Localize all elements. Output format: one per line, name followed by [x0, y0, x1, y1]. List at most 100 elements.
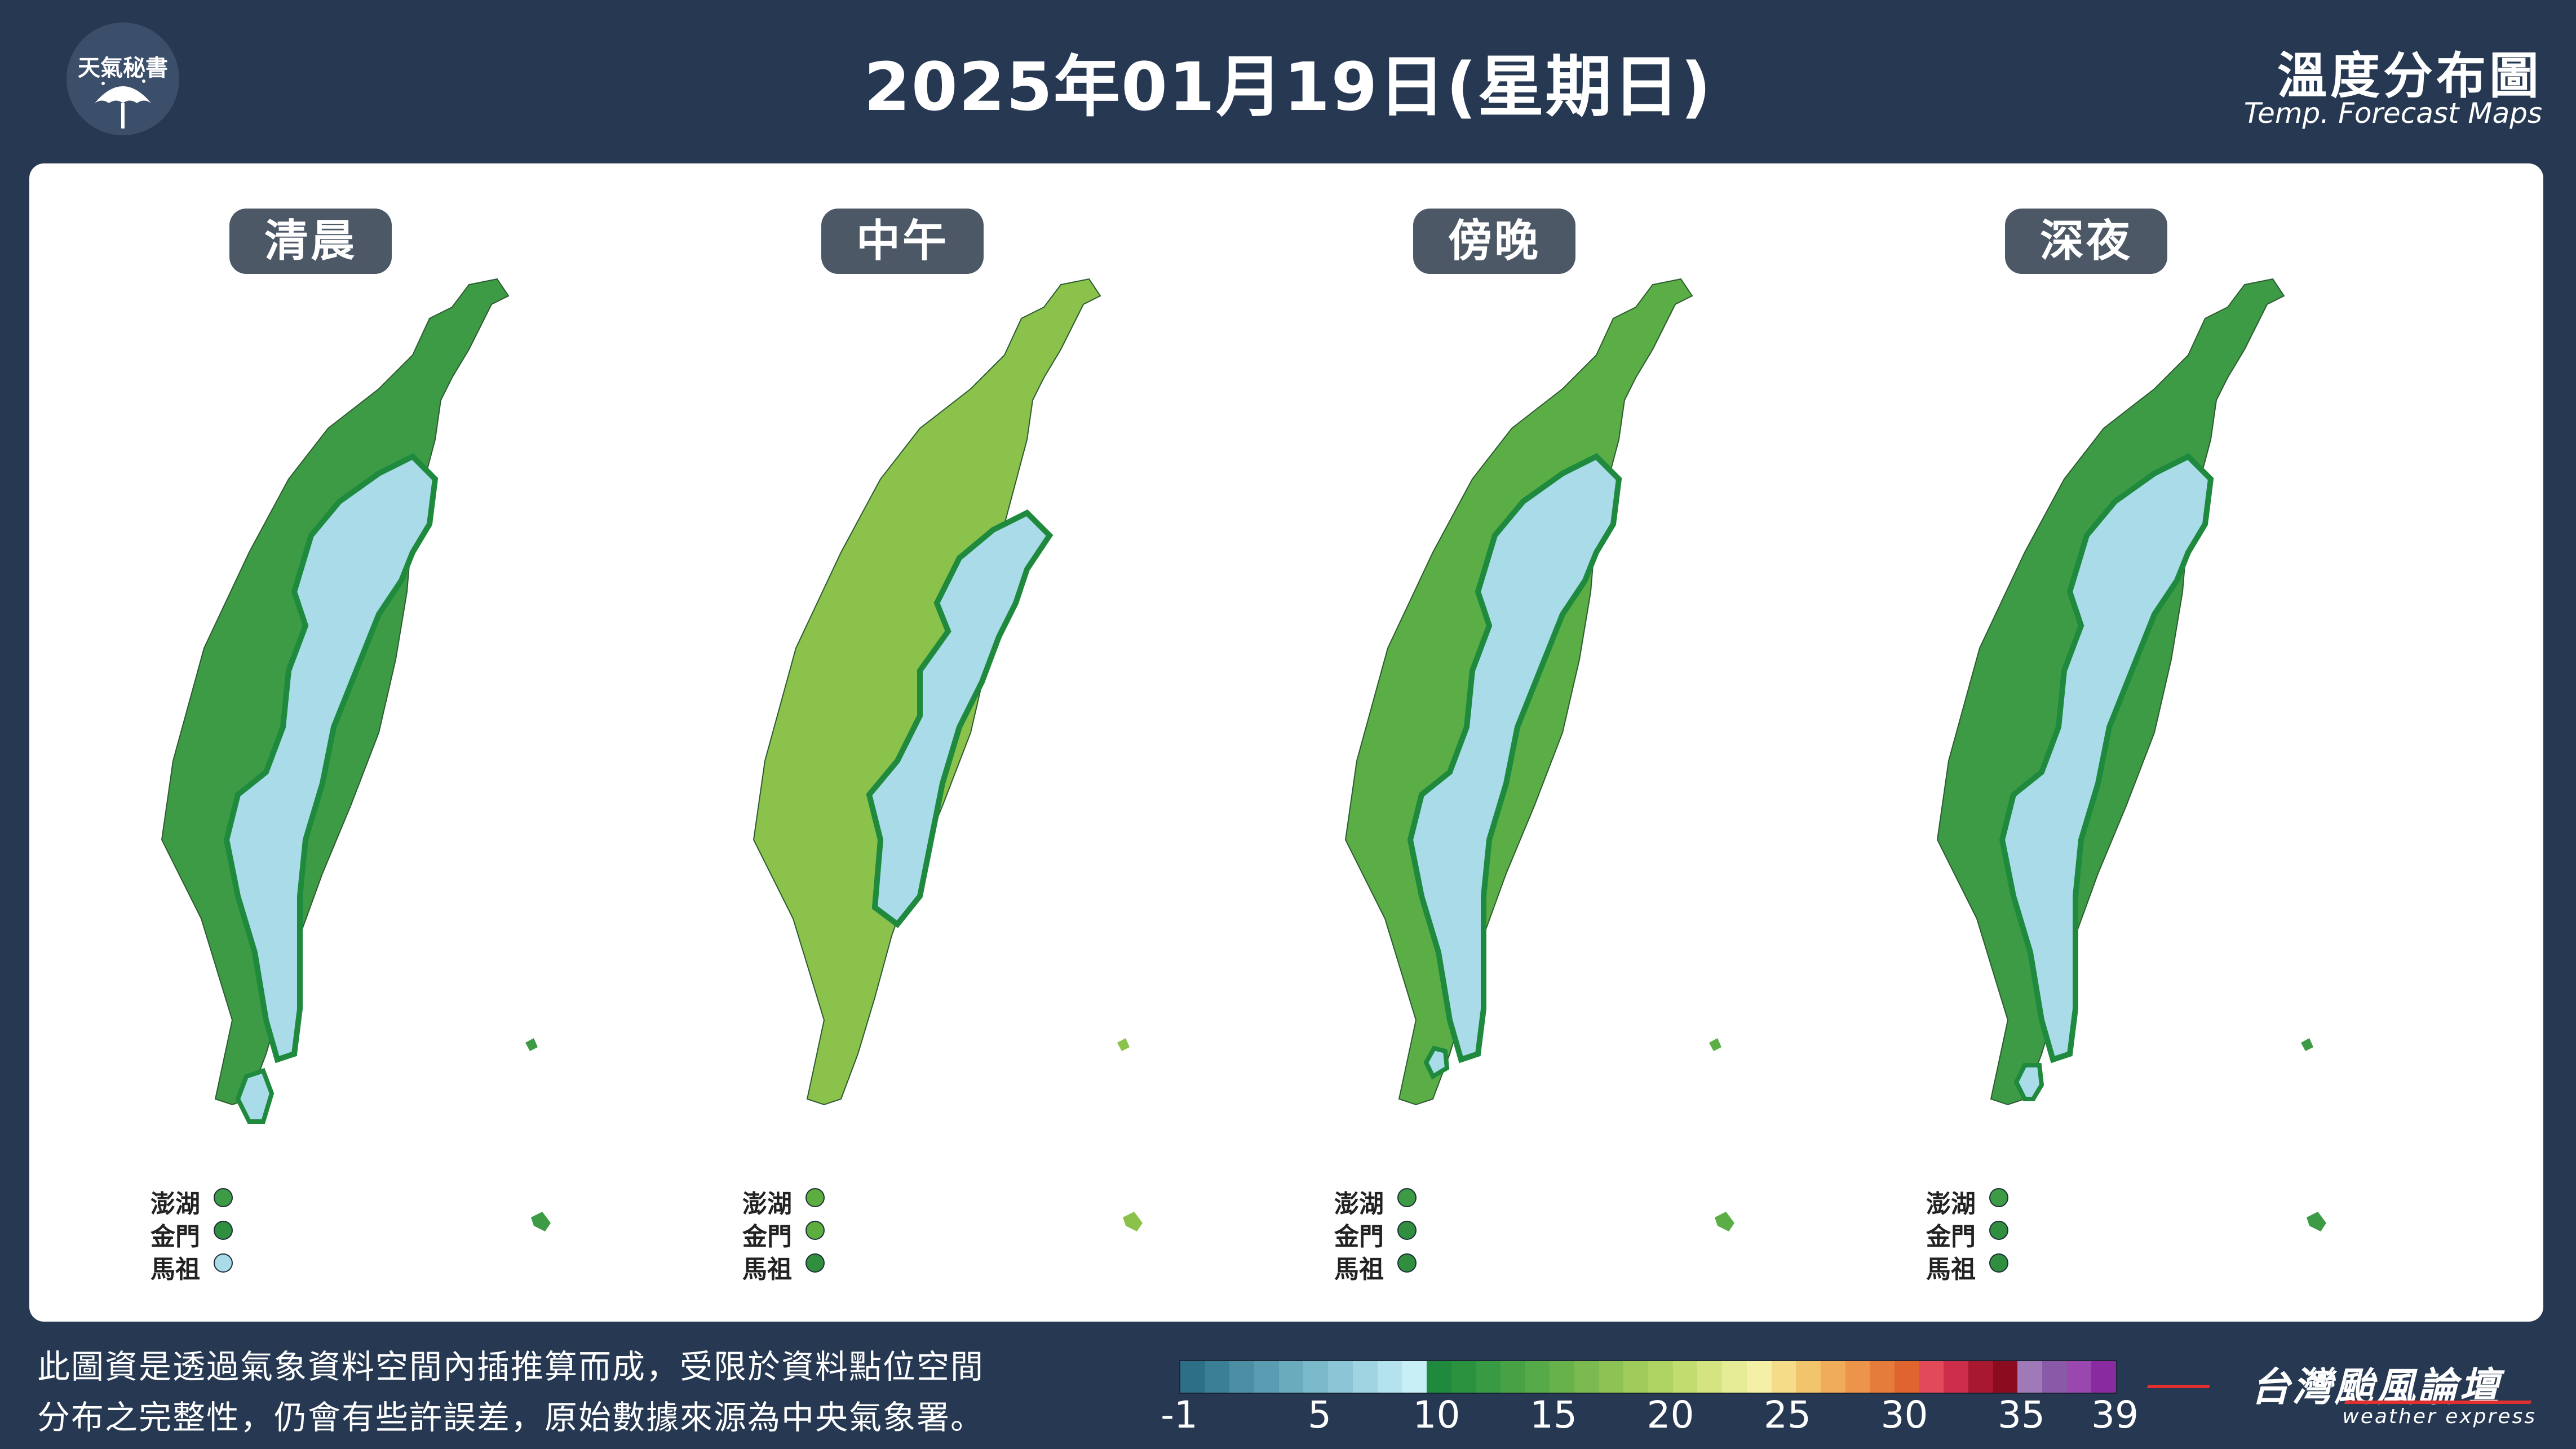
map-block: 傍晚澎湖金門 馬祖 — [1247, 163, 1839, 1322]
period-badge: 中午 — [821, 209, 984, 274]
cold-mountain-region — [223, 453, 439, 1064]
outlying-islands-legend: 澎湖 金門 馬祖 — [1334, 1184, 1503, 1284]
disclaimer-line-1: 此圖資是透過氣象資料空間內插推算而成，受限於資料點位空間 — [37, 1348, 985, 1386]
island-name: 馬祖 — [742, 1255, 792, 1284]
island-temperature-dot — [805, 1253, 825, 1273]
umbrella-icon — [95, 79, 151, 128]
period-badge: 傍晚 — [1413, 209, 1575, 274]
island-temperature-dot — [214, 1221, 233, 1240]
legend-color-cell — [1574, 1361, 1599, 1393]
legend-color-cell — [2091, 1361, 2117, 1393]
lanyu-islet — [2307, 1212, 2326, 1231]
penghu-islet — [765, 752, 782, 772]
taiwan-temperature-map — [1936, 278, 2326, 1231]
island-name: 金門 — [1334, 1222, 1384, 1251]
legend-color-cell — [1672, 1361, 1698, 1393]
legend-color-cell — [1278, 1361, 1304, 1393]
legend-color-cell — [1500, 1361, 1525, 1393]
legend-color-cell — [2066, 1361, 2092, 1393]
lanyu-islet — [1123, 1212, 1143, 1231]
legend-tick-label: 15 — [1530, 1393, 1577, 1437]
map-block: 中午澎湖 金門馬祖 — [655, 163, 1247, 1322]
greenisland-islet — [1709, 1038, 1721, 1051]
legend-color-cell — [1303, 1361, 1329, 1393]
cold-south-region — [1423, 1045, 1450, 1080]
legend-color-cell — [1229, 1361, 1255, 1393]
outlying-islands-legend: 澎湖 金門 馬祖 — [151, 1184, 320, 1284]
legend-color-cell — [1451, 1361, 1476, 1393]
legend-color-cell — [1968, 1361, 1993, 1393]
island-row: 澎湖 — [151, 1184, 320, 1218]
island-temperature-dot — [1397, 1253, 1417, 1273]
legend-color-cell — [1352, 1361, 1378, 1393]
island-name: 澎湖 — [742, 1190, 792, 1218]
island-name: 澎湖 — [151, 1190, 200, 1218]
legend-color-cell — [1746, 1361, 1772, 1393]
cold-mountain-region — [1999, 453, 2214, 1064]
brand-accent-line — [2344, 1401, 2532, 1404]
island-row: 馬祖 — [742, 1249, 911, 1284]
island-name: 馬祖 — [151, 1255, 200, 1284]
disclaimer-note: 此圖資是透過氣象資料空間內插推算而成，受限於資料點位空間 分布之完整性，仍會有些… — [37, 1341, 1142, 1443]
outlying-islands-legend: 澎湖 金門 馬祖 — [1926, 1184, 2095, 1284]
island-temperature-dot — [1989, 1221, 2008, 1240]
island-temperature-dot — [214, 1253, 233, 1273]
legend-tick-label: 35 — [1998, 1393, 2045, 1437]
island-name: 澎湖 — [1334, 1190, 1384, 1218]
legend-color-cell — [1599, 1361, 1624, 1393]
island-temperature-dot — [1397, 1221, 1417, 1240]
island-row: 金門 — [1334, 1216, 1503, 1251]
legend-tick-label: 5 — [1308, 1393, 1331, 1437]
island-row: 馬祖 — [1926, 1249, 2095, 1284]
maps-panel: 清晨 澎湖 金門 馬祖 中午 澎湖 金門 馬祖 傍晚 澎湖 金門 馬祖 深夜 澎湖 金門 馬祖 — [29, 163, 2543, 1322]
legend-color-cell — [2042, 1361, 2067, 1393]
island-temperature-dot — [1397, 1188, 1417, 1207]
island-row: 馬祖 — [151, 1249, 320, 1284]
legend-color-cell — [1402, 1361, 1427, 1393]
legend-color-cell — [1771, 1361, 1796, 1393]
lanyu-islet — [1715, 1212, 1734, 1231]
map-title: 溫度分布圖 — [2277, 47, 2542, 105]
legend-color-cell — [1205, 1361, 1230, 1393]
legend-tick-label: 20 — [1646, 1393, 1694, 1437]
island-row: 馬祖 — [1334, 1249, 1503, 1284]
legend-tick-label: 39 — [2091, 1393, 2139, 1437]
island-name: 金門 — [1926, 1222, 1976, 1251]
island-row: 金門 — [151, 1216, 320, 1251]
island-temperature-dot — [1989, 1253, 2008, 1273]
temperature-color-scale — [1179, 1360, 2117, 1394]
penghu-islet — [1949, 752, 1966, 772]
island-row: 金門 — [742, 1216, 911, 1251]
island-row: 澎湖 — [1926, 1184, 2095, 1218]
penghu-islet — [1357, 752, 1374, 772]
island-row: 澎湖 — [742, 1184, 911, 1218]
legend-color-cell — [1180, 1361, 1205, 1393]
cold-mountain-region — [866, 509, 1054, 928]
legend-color-cell — [1722, 1361, 1747, 1393]
outlying-islands-legend: 澎湖 金門 馬祖 — [742, 1184, 911, 1284]
logo-text: 天氣秘書 — [78, 55, 168, 81]
legend-color-cell — [1550, 1361, 1574, 1393]
island-name: 澎湖 — [1926, 1190, 1976, 1218]
legend-color-cell — [1426, 1361, 1451, 1393]
island-temperature-dot — [214, 1188, 233, 1207]
brand-accent-line — [2146, 1385, 2211, 1388]
island-row: 澎湖 — [1334, 1184, 1503, 1218]
island-row: 金門 — [1926, 1216, 2095, 1251]
greenisland-islet — [2301, 1038, 2313, 1051]
island-temperature-dot — [805, 1221, 825, 1240]
taiwan-temperature-map — [161, 278, 551, 1231]
legend-tick-label: 30 — [1880, 1393, 1928, 1437]
legend-color-cell — [1796, 1361, 1821, 1393]
legend-color-cell — [1944, 1361, 1968, 1393]
period-badge: 深夜 — [2005, 209, 2167, 274]
legend-tick-label: -1 — [1161, 1393, 1198, 1437]
lanyu-islet — [531, 1212, 551, 1231]
legend-tick-label: 10 — [1413, 1393, 1460, 1437]
legend-color-cell — [1820, 1361, 1845, 1393]
cold-mountain-region — [1407, 453, 1622, 1064]
map-block: 深夜澎湖金門馬祖 — [1839, 163, 2431, 1322]
island-name: 馬祖 — [1926, 1255, 1976, 1284]
legend-color-cell — [1648, 1361, 1673, 1393]
penghu-islet — [173, 752, 190, 772]
